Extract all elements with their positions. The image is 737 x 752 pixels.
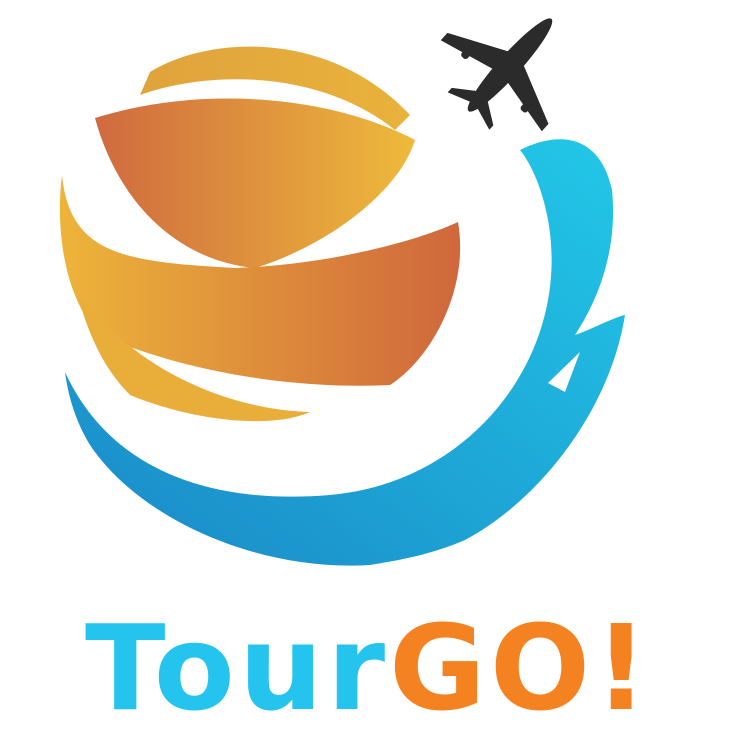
globe-top-band (140, 46, 410, 130)
wordmark-go: GO! (389, 599, 653, 737)
globe-lower-band (75, 285, 310, 422)
wave-icon (65, 139, 625, 566)
wordmark-tour: Tour (84, 599, 390, 737)
airplane-icon (440, 18, 553, 132)
globe-top-segment (95, 98, 415, 268)
globe-middle-segment (59, 175, 461, 386)
brand-wordmark: TourGO! (0, 598, 737, 738)
globe-icon (59, 18, 625, 566)
